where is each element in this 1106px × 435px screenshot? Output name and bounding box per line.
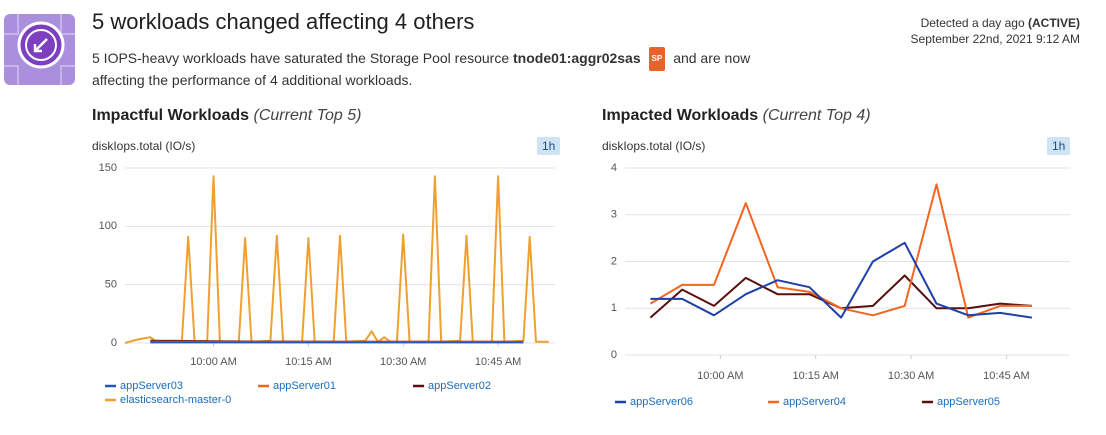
legend-label: appServer05	[937, 396, 1000, 408]
description-text: affecting the performance of 4 additiona…	[92, 72, 413, 88]
legend-label: appServer04	[783, 396, 846, 408]
chart-subtitle: (Current Top 4)	[762, 107, 871, 124]
y-axis-label: diskIops.total (IO/s)	[602, 139, 706, 153]
resource-badge: SP	[648, 47, 666, 71]
x-tick-label: 10:15 AM	[792, 370, 838, 382]
chart-subtitle: (Current Top 5)	[253, 107, 362, 124]
series-line	[124, 175, 549, 344]
x-tick-label: 10:00 AM	[697, 370, 743, 382]
detection: Detected a day ago (ACTIVE) September 22…	[911, 15, 1080, 47]
description-text: 5 IOPS-heavy workloads have saturated th…	[92, 50, 510, 66]
y-tick-label: 4	[611, 162, 617, 174]
resource-name: tnode01:aggr02sas	[513, 50, 641, 66]
x-tick-label: 10:45 AM	[983, 370, 1029, 382]
y-tick-label: 2	[611, 255, 617, 267]
y-tick-label: 0	[611, 349, 617, 361]
y-tick-label: 150	[99, 162, 117, 174]
y-tick-label: 100	[99, 220, 117, 232]
series-line	[650, 241, 1033, 319]
x-tick-label: 10:45 AM	[475, 356, 521, 368]
chart-title-block: Impactful Workloads (Current Top 5)	[92, 107, 361, 125]
x-tick-label: 10:15 AM	[285, 356, 331, 368]
event-icon	[4, 14, 75, 85]
series-line	[649, 183, 1032, 319]
chart-title: Impacted Workloads	[602, 107, 759, 124]
y-tick-label: 3	[611, 209, 617, 221]
legend-label: appServer03	[120, 380, 183, 392]
description: 5 IOPS-heavy workloads have saturated th…	[92, 47, 750, 89]
y-axis-label: diskIops.total (IO/s)	[92, 139, 196, 153]
status: (ACTIVE)	[1028, 16, 1080, 30]
y-tick-label: 0	[111, 337, 117, 349]
y-tick-label: 1	[611, 302, 617, 314]
x-tick-label: 10:30 AM	[380, 356, 426, 368]
range-badge[interactable]: 1h	[1047, 137, 1071, 155]
x-tick-label: 10:30 AM	[888, 370, 934, 382]
timestamp: September 22nd, 2021 9:12 AM	[910, 32, 1080, 46]
detected-text: Detected a day ago	[920, 16, 1025, 30]
chart-title: Impactful Workloads	[92, 107, 250, 124]
legend-label: appServer02	[428, 380, 491, 392]
range-badge[interactable]: 1h	[537, 137, 561, 155]
legend-label: appServer06	[630, 396, 693, 408]
legend-label: elasticsearch-master-0	[120, 394, 231, 406]
legend-label: appServer01	[273, 380, 336, 392]
y-tick-label: 50	[105, 279, 117, 291]
description-text: and are now	[673, 50, 751, 66]
x-tick-label: 10:00 AM	[190, 356, 236, 368]
chart-title-block: Impacted Workloads (Current Top 4)	[602, 107, 871, 125]
title: 5 workloads changed affecting 4 others	[92, 9, 475, 34]
